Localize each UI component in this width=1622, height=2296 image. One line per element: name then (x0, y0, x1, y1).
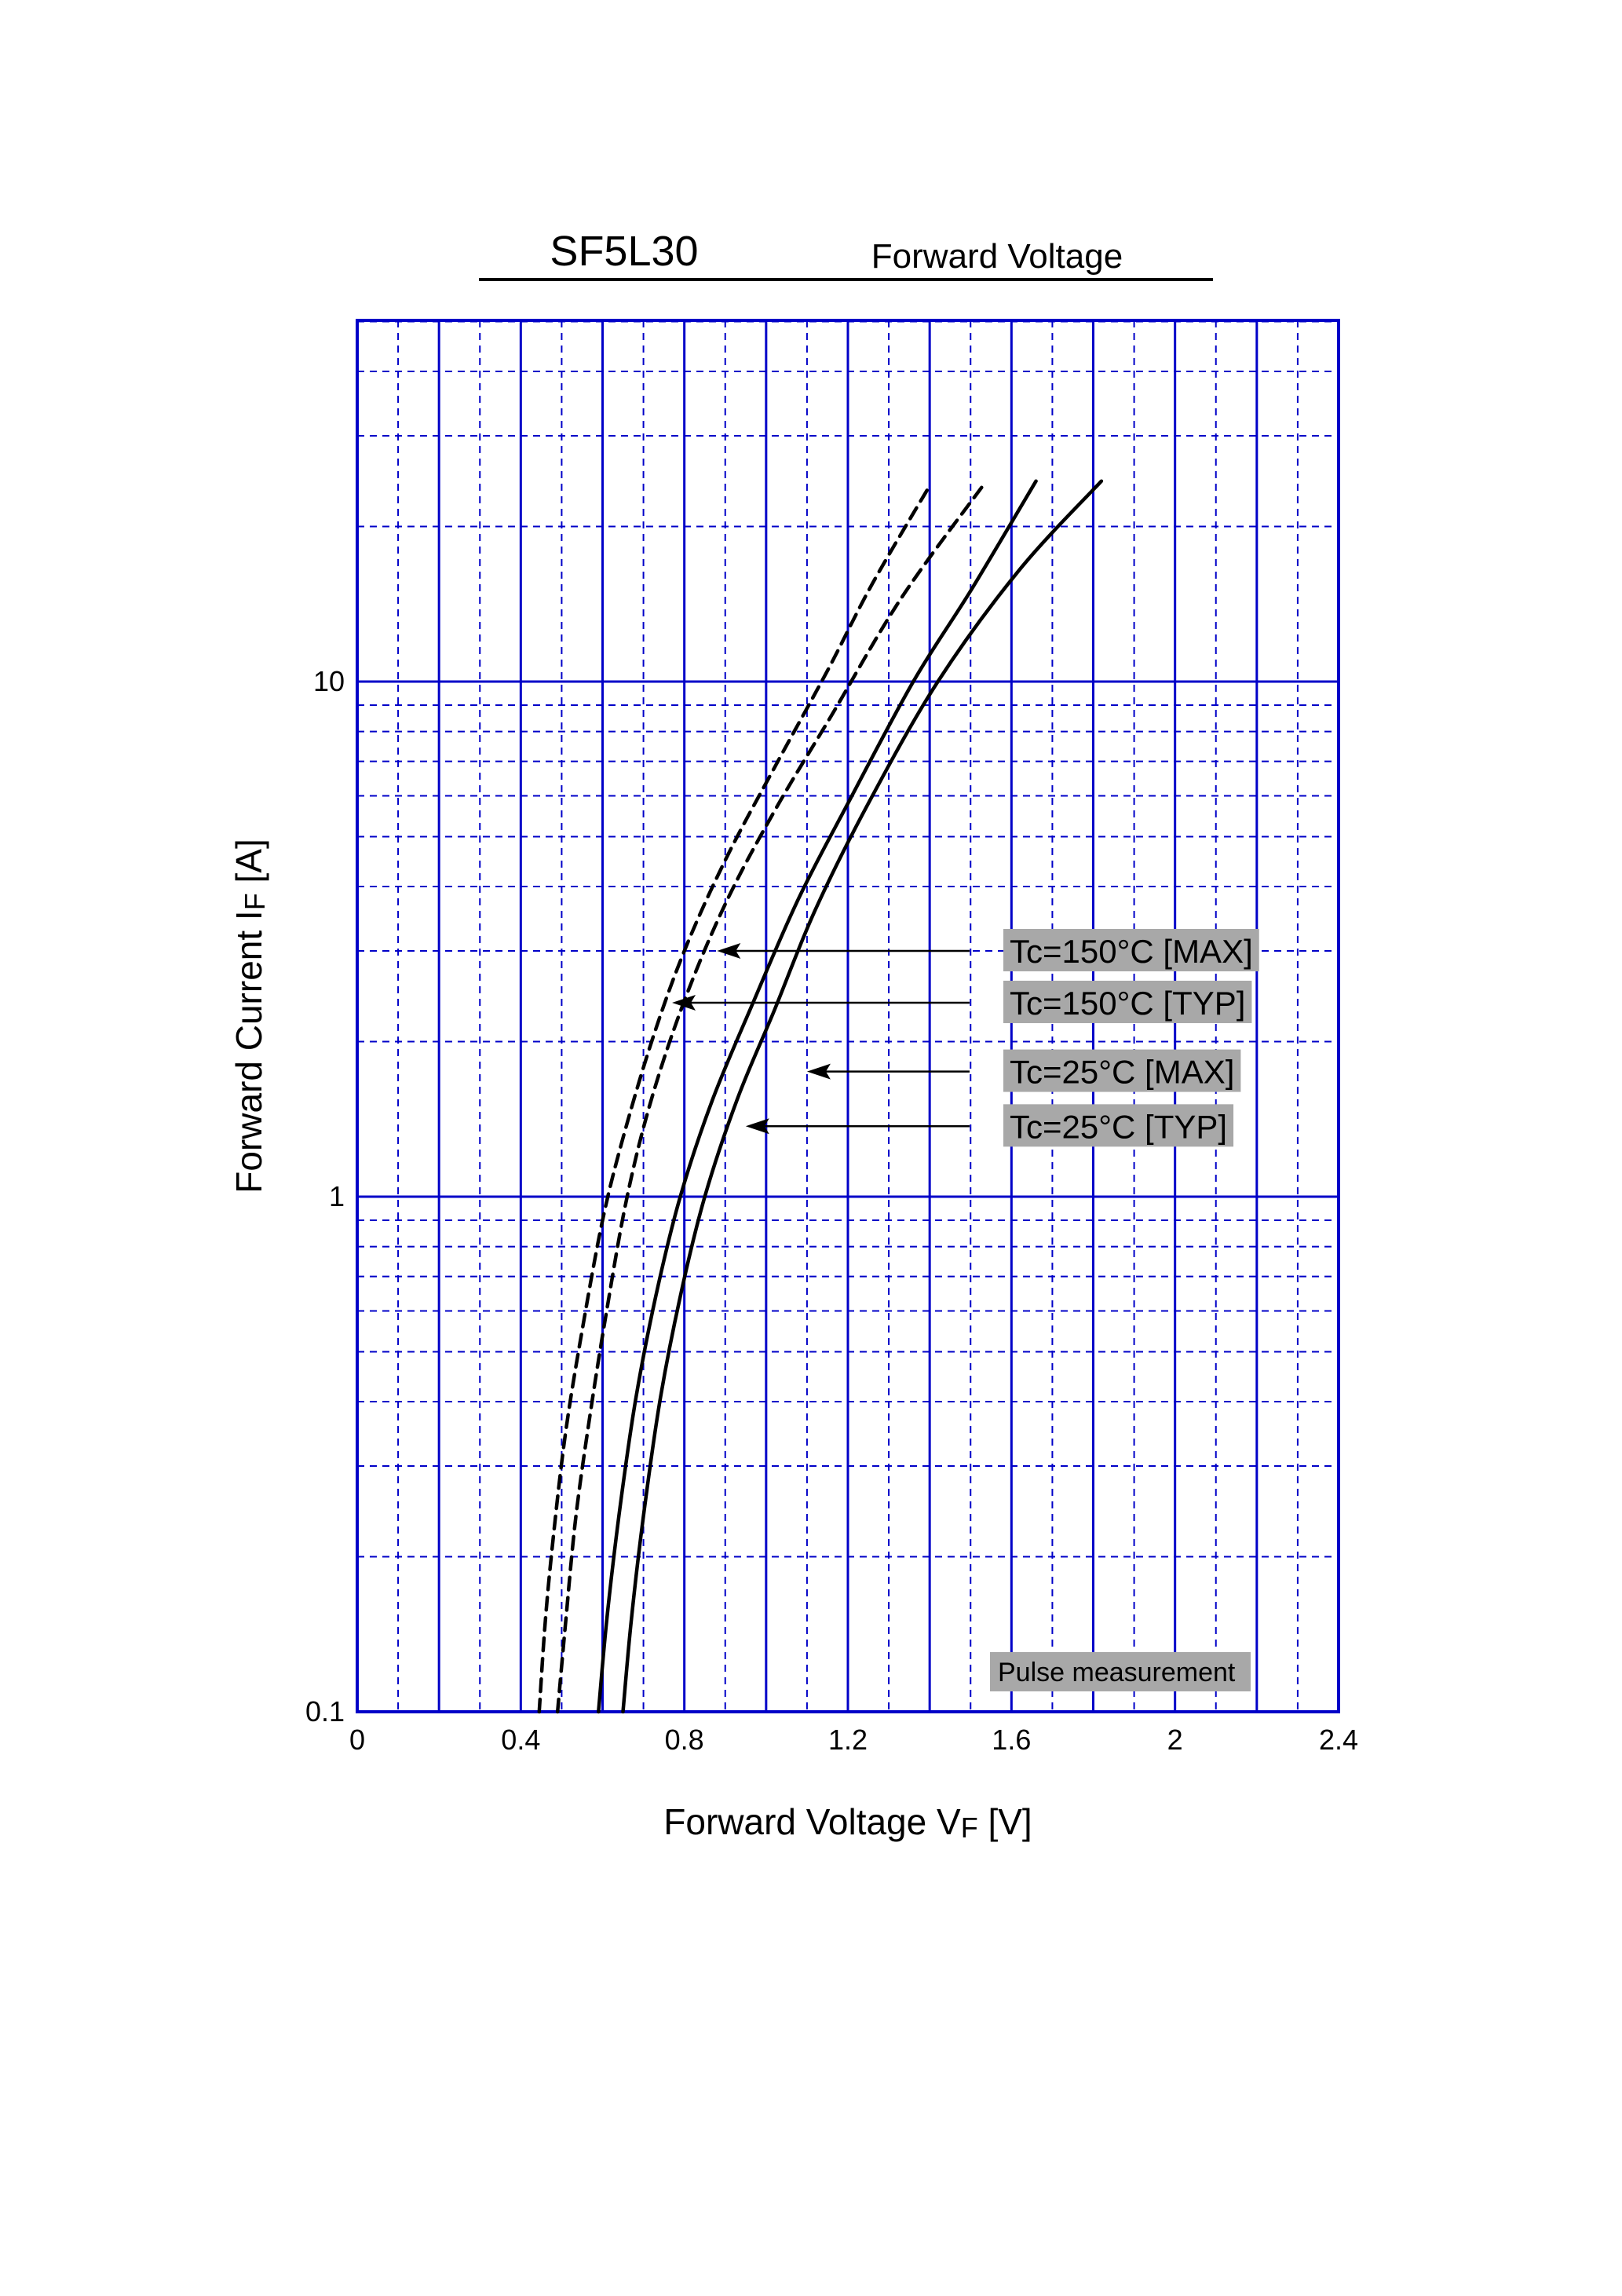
curve-tc25-max (621, 479, 1104, 1714)
x-axis-label-subscript: F (961, 1812, 978, 1844)
annotation-arrowhead (672, 994, 696, 1011)
y-axis-label-subscript: F (239, 893, 271, 910)
chart-title: Forward Voltage (871, 237, 1123, 276)
y-tick-labels: 0.1 1 10 (305, 665, 345, 1727)
y-tick-label: 10 (313, 665, 345, 697)
curve-tc150-typ (555, 484, 985, 1714)
annotation-box (1003, 980, 1252, 1023)
x-axis-label-main: Forward Voltage V (663, 1801, 961, 1842)
annotation-arrowhead (806, 1063, 831, 1080)
x-tick-label: 0.4 (501, 1724, 540, 1756)
major-gridlines (357, 320, 1339, 1712)
x-tick-label: 0 (349, 1724, 365, 1756)
x-axis-label: Forward Voltage VF [V] (663, 1801, 1032, 1844)
curves (537, 479, 1104, 1714)
curve-annotations: Tc=150°C [MAX] Tc=150°C [TYP] Tc=25°C [MAX… (672, 929, 1259, 1147)
annotation-arrowhead (745, 1118, 769, 1135)
x-tick-label: 2.4 (1319, 1724, 1358, 1756)
annotation-box (1003, 1104, 1234, 1147)
x-tick-label: 1.6 (992, 1724, 1031, 1756)
curve-tc150-max (537, 484, 932, 1714)
y-axis-label-main: Forward Current I (228, 910, 269, 1193)
y-tick-label: 0.1 (305, 1695, 345, 1727)
annotation-box (1003, 1049, 1241, 1092)
annotation-label: Tc=150°C [TYP] (1010, 985, 1245, 1022)
x-tick-label: 2 (1167, 1724, 1183, 1756)
annotation-box (1003, 929, 1259, 972)
x-axis-label-unit: [V] (978, 1801, 1032, 1842)
note-box (990, 1652, 1251, 1691)
annotation-label: Tc=25°C [MAX] (1010, 1054, 1234, 1091)
x-tick-labels: 0 0.4 0.8 1.2 1.6 2 2.4 (349, 1724, 1358, 1756)
x-tick-label: 1.2 (828, 1724, 868, 1756)
part-number: SF5L30 (550, 228, 698, 275)
annotation-label: Tc=150°C [MAX] (1010, 933, 1253, 970)
y-tick-label: 1 (329, 1180, 345, 1212)
curve-tc25-typ (597, 479, 1038, 1714)
y-axis-label: Forward Current IF [A] (228, 839, 271, 1193)
y-axis-label-unit: [A] (228, 839, 269, 893)
pulse-note: Pulse measurement (998, 1658, 1236, 1687)
x-tick-label: 0.8 (665, 1724, 704, 1756)
plot-frame (356, 319, 1340, 1713)
annotation-label: Tc=25°C [TYP] (1010, 1108, 1227, 1145)
annotation-arrowhead (717, 943, 741, 960)
